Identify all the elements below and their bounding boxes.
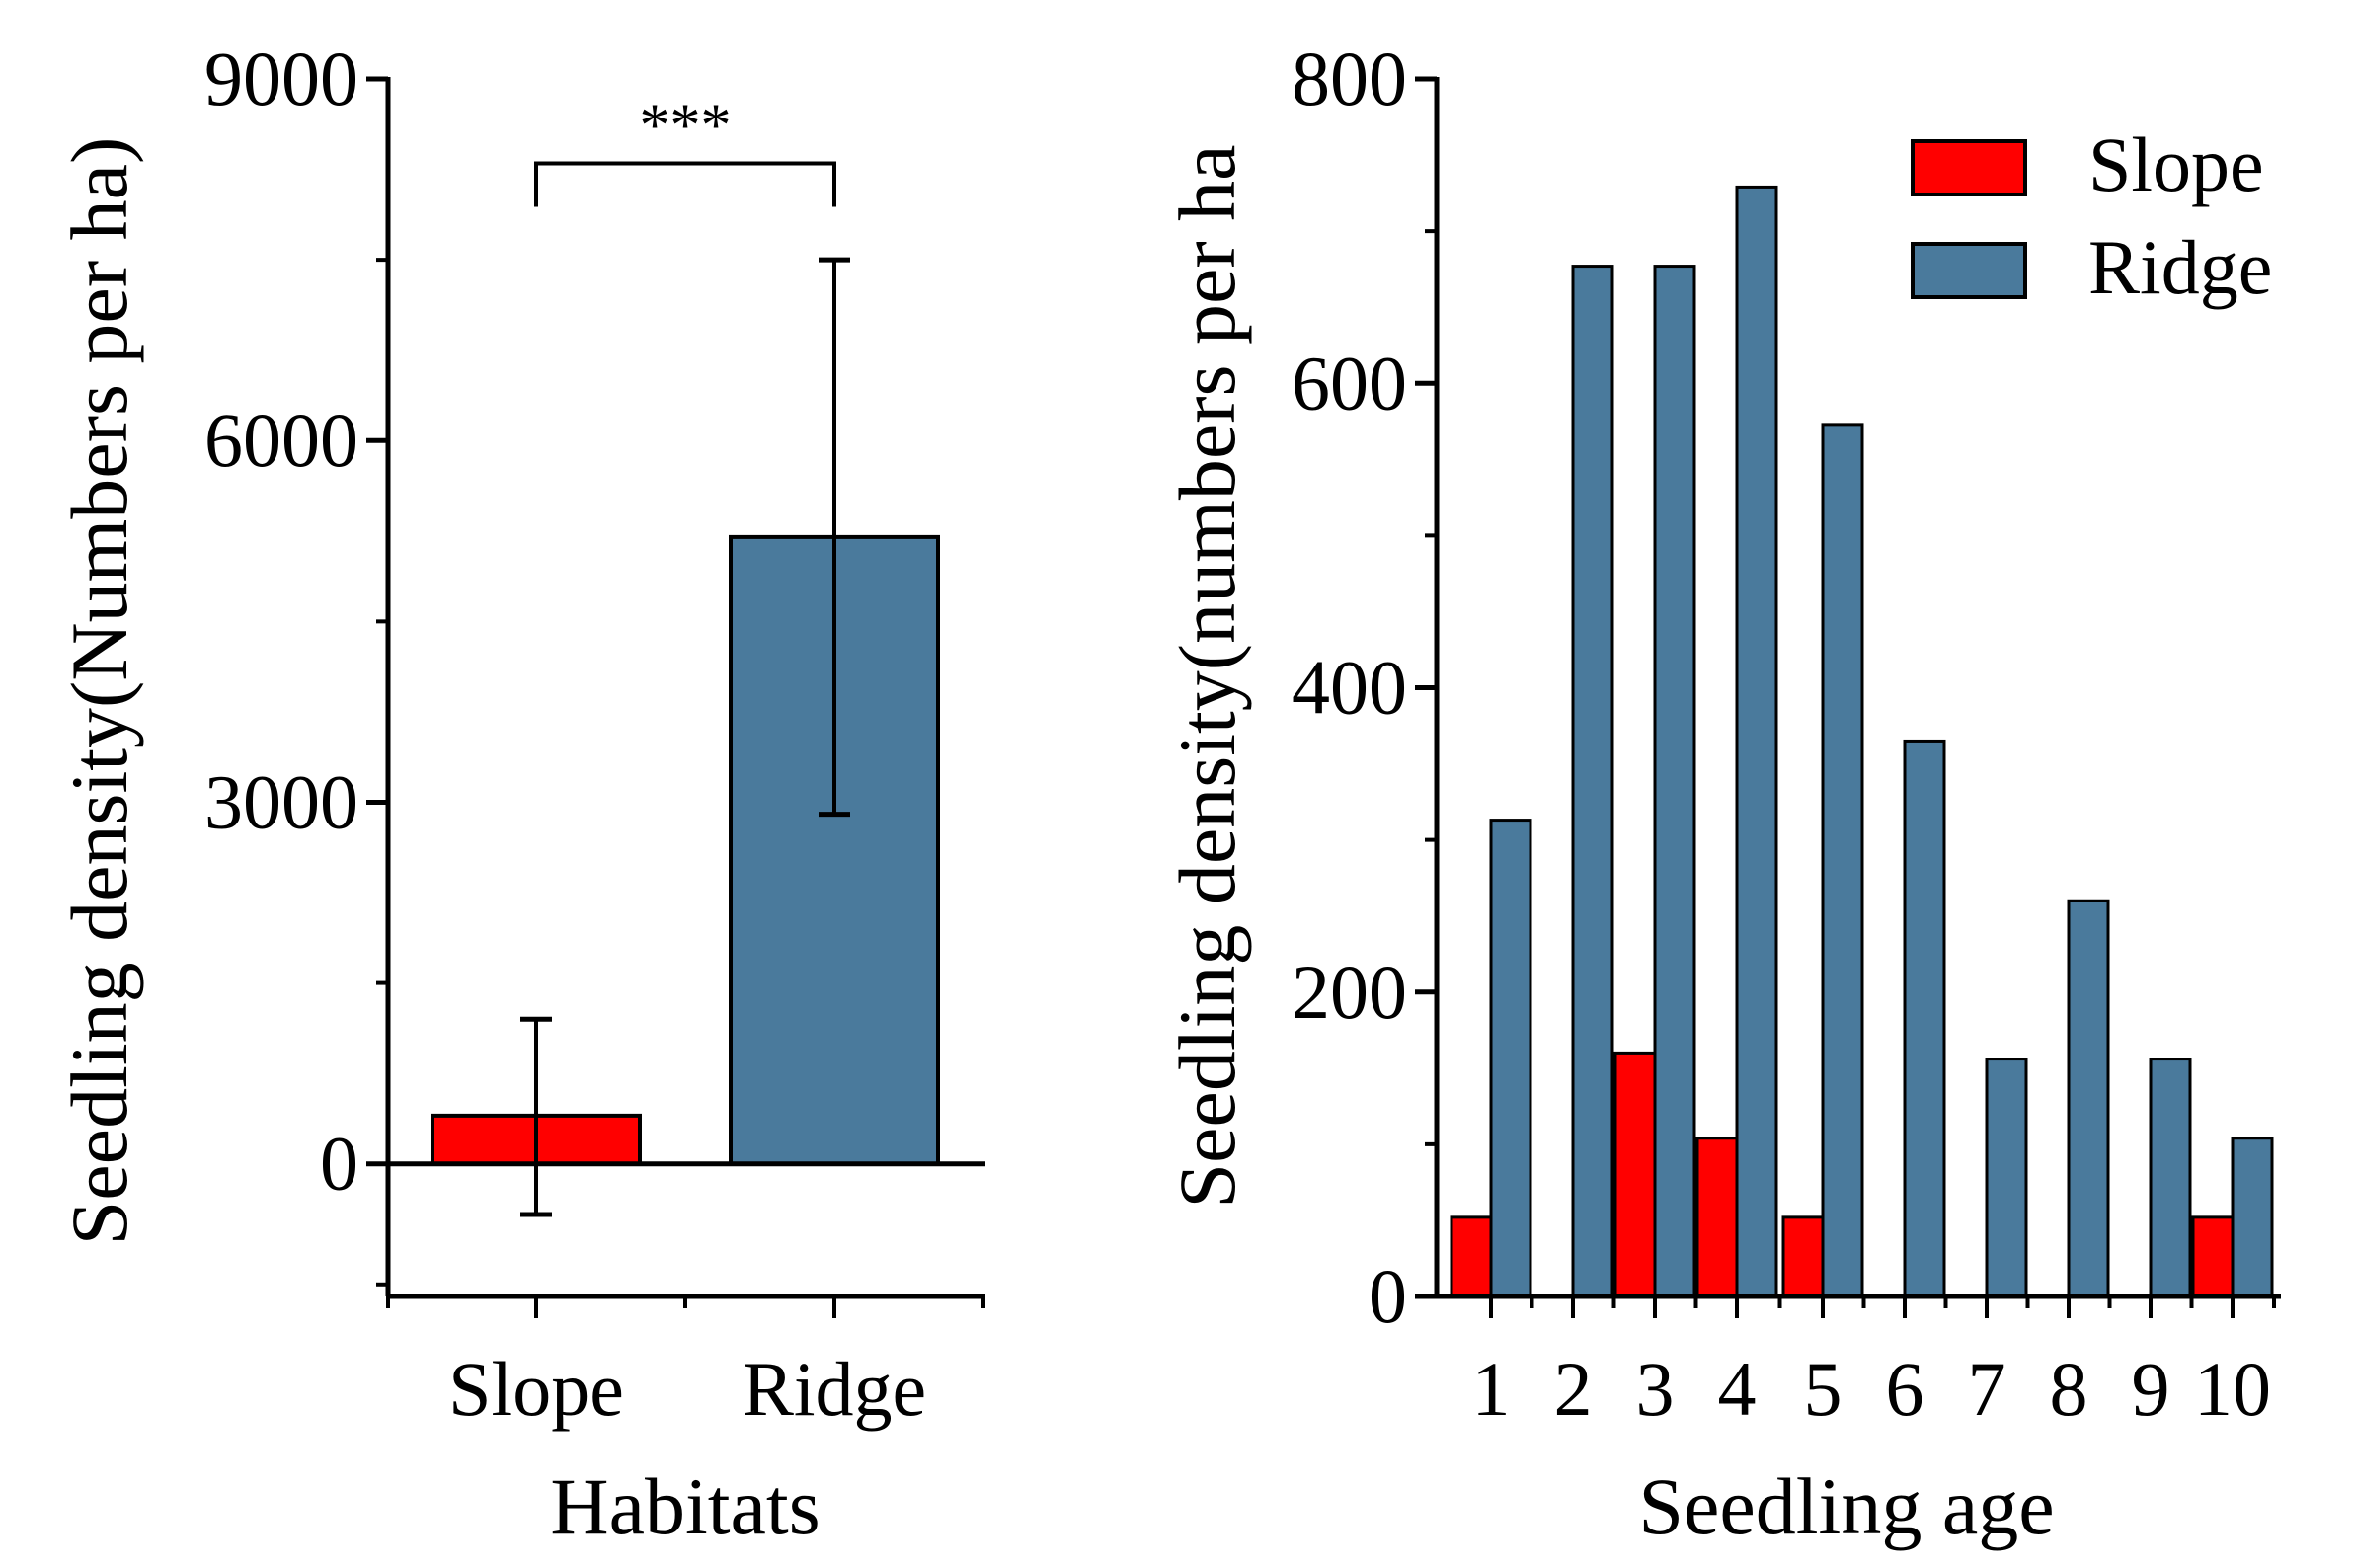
x-tick-label: 3 — [1636, 1346, 1675, 1432]
left-y-axis-title: Seedling density(Numbers per ha) — [54, 137, 144, 1246]
habitat-bars — [431, 534, 940, 1166]
right-y-axis-title: Seedling density(numbers per ha — [1162, 144, 1252, 1208]
bar-ridge-age-7 — [1985, 1058, 2028, 1298]
bar-ridge-age-5 — [1821, 423, 1864, 1298]
x-tick-label: 1 — [1472, 1346, 1511, 1432]
error-bar-slope — [520, 1016, 552, 1217]
x-tick-label: 7 — [1968, 1346, 2006, 1432]
bar-ridge-age-2 — [1571, 265, 1614, 1298]
right-x-ticks: 1 2 3 4 5 6 7 8 9 10 — [1472, 1296, 2276, 1432]
significance-label: *** — [640, 92, 732, 159]
bar-ridge-age-6 — [1903, 739, 1946, 1298]
x-tick-label: 2 — [1554, 1346, 1593, 1432]
y-tick-label: 800 — [1292, 36, 1407, 121]
right-y-ticks: 0 200 400 600 800 — [1292, 36, 1437, 1339]
bar-ridge-age-1 — [1489, 819, 1532, 1298]
legend-label-ridge: Ridge — [2088, 224, 2272, 310]
x-tick-label: 5 — [1804, 1346, 1843, 1432]
significance-bracket-line — [534, 161, 836, 207]
habitat-density-chart: 0 3000 6000 9000 Slope Ridge *** Habitats Se… — [54, 36, 985, 1551]
x-tick-label: 9 — [2132, 1346, 2170, 1432]
bar-slope-age-10 — [2191, 1215, 2235, 1298]
left-y-ticks: 0 3000 6000 9000 — [204, 36, 388, 1287]
right-x-axis-title: Seedling age — [1638, 1461, 2054, 1551]
legend-swatch-ridge — [1911, 242, 2027, 299]
bar-ridge-age-4 — [1735, 185, 1778, 1298]
legend-label-slope: Slope — [2088, 121, 2264, 207]
age-density-chart: 0 200 400 600 800 1 2 3 4 5 6 7 8 9 10 Slope Ridge See… — [1162, 36, 2281, 1551]
error-bar-ridge — [819, 257, 850, 818]
age-bars — [1450, 185, 2274, 1298]
legend: Slope Ridge — [1911, 121, 2272, 310]
x-tick-label: 6 — [1886, 1346, 1924, 1432]
significance-bracket: *** — [534, 92, 836, 207]
x-tick-label: 8 — [2050, 1346, 2088, 1432]
y-tick-label: 0 — [320, 1121, 358, 1207]
x-tick-label: Slope — [448, 1346, 624, 1432]
bar-ridge-age-9 — [2149, 1058, 2192, 1298]
bar-slope-age-3 — [1613, 1051, 1657, 1298]
x-tick-label: 4 — [1718, 1346, 1757, 1432]
left-x-axis-title: Habitats — [550, 1461, 820, 1551]
legend-swatch-slope — [1911, 139, 2027, 196]
x-tick-label: 10 — [2194, 1346, 2271, 1432]
bar-slope-age-1 — [1450, 1215, 1493, 1298]
bar-slope-age-5 — [1781, 1215, 1825, 1298]
habitat-error-bars — [520, 257, 850, 1217]
y-tick-label: 600 — [1292, 340, 1407, 426]
bar-ridge-age-8 — [2067, 899, 2110, 1298]
y-tick-label: 0 — [1369, 1253, 1407, 1339]
bar-ridge-age-3 — [1653, 265, 1696, 1298]
bar-ridge-age-10 — [2231, 1137, 2274, 1298]
bar-slope-age-4 — [1695, 1137, 1739, 1298]
y-tick-label: 400 — [1292, 645, 1407, 731]
y-tick-label: 9000 — [204, 36, 358, 121]
x-tick-label: Ridge — [743, 1346, 926, 1432]
y-tick-label: 200 — [1292, 949, 1407, 1035]
left-x-ticks: Slope Ridge — [386, 1296, 985, 1432]
y-tick-label: 3000 — [204, 758, 358, 844]
y-tick-label: 6000 — [204, 397, 358, 483]
